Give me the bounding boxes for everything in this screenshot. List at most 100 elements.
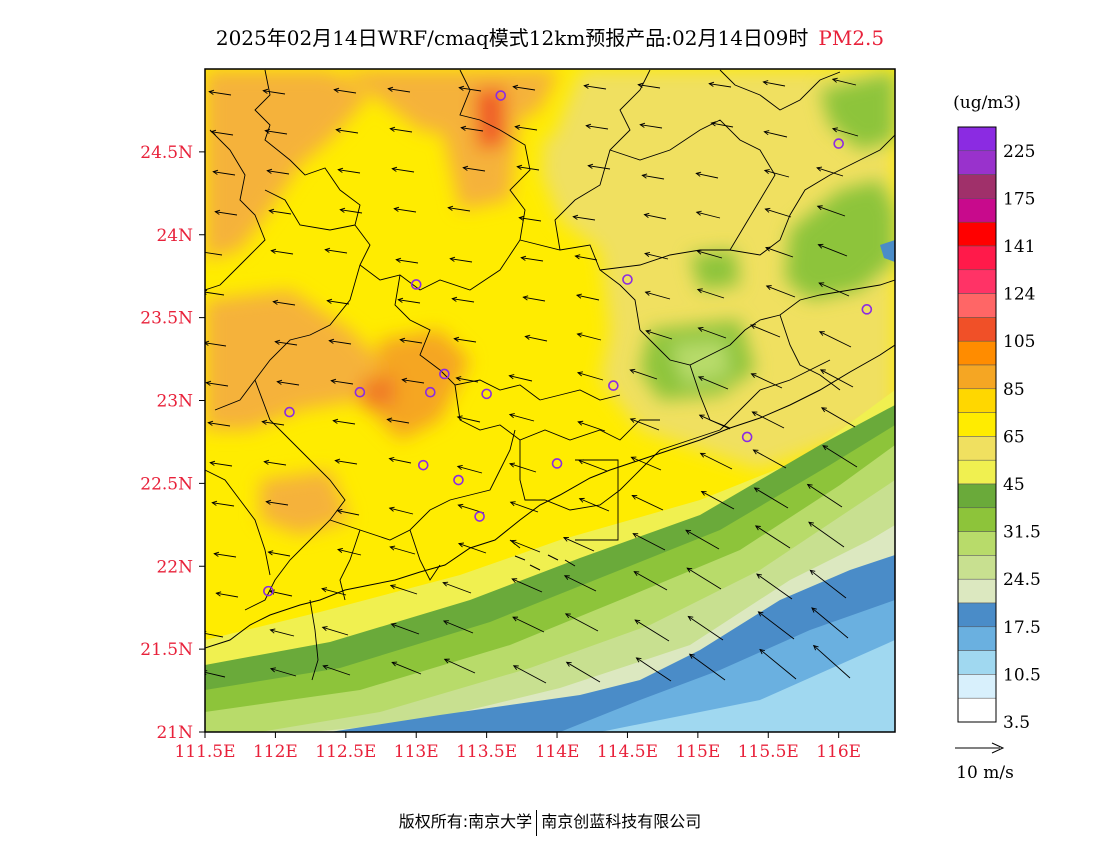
wind-arrow bbox=[756, 573, 793, 600]
wind-arrow bbox=[629, 368, 658, 380]
wind-arrow bbox=[643, 212, 667, 220]
wind-arrow bbox=[207, 420, 231, 427]
wind-arrow bbox=[644, 251, 669, 260]
wind-arrow bbox=[574, 254, 598, 261]
lon-tick-label: 115E bbox=[675, 742, 720, 762]
wind-arrow bbox=[822, 445, 858, 468]
wind-arrow bbox=[751, 411, 785, 429]
wind-arrow bbox=[572, 214, 596, 221]
legend-label: 24.5 bbox=[1003, 570, 1041, 590]
wind-arrow bbox=[387, 86, 411, 93]
wind-arrow bbox=[695, 171, 719, 179]
title-main: 2025年02月14日WRF/cmaq模式12km预报产品:02月14日09时 bbox=[215, 26, 809, 50]
wind-arrow bbox=[696, 249, 723, 259]
wind-arrow bbox=[270, 248, 294, 255]
wind-arrow bbox=[462, 165, 486, 172]
wind-arrow bbox=[808, 521, 845, 548]
wind-arrow bbox=[328, 338, 352, 345]
wind-arrow bbox=[762, 80, 786, 87]
footer-left: 版权所有:南京大学 bbox=[398, 812, 533, 831]
wind-arrow bbox=[330, 378, 354, 385]
wind-arrow bbox=[512, 665, 547, 684]
wind-arrow bbox=[215, 591, 239, 598]
station-marker bbox=[425, 386, 436, 398]
wind-arrow bbox=[576, 371, 604, 381]
wind-arrow bbox=[456, 415, 481, 423]
wind-arrow bbox=[816, 205, 846, 217]
wind-arrow bbox=[456, 465, 483, 474]
wind-arrow bbox=[641, 173, 665, 180]
wind-arrow bbox=[696, 288, 725, 299]
wind-arrow bbox=[334, 458, 358, 465]
wind-arrow bbox=[629, 418, 660, 431]
legend-swatch bbox=[957, 555, 997, 580]
wind-arrow bbox=[575, 293, 600, 301]
map-title: 2025年02月14日WRF/cmaq模式12km预报产品:02月14日09时 P… bbox=[0, 22, 1100, 51]
legend-swatch bbox=[957, 317, 997, 342]
footer-separator bbox=[536, 809, 538, 836]
wind-arrow bbox=[211, 500, 235, 507]
legend-swatch bbox=[957, 531, 997, 556]
wind-arrow bbox=[639, 122, 663, 129]
wind-arrow bbox=[388, 456, 412, 464]
legend-swatch bbox=[957, 245, 997, 271]
wind-arrow bbox=[577, 459, 608, 472]
wind-arrow bbox=[205, 340, 227, 347]
legend-label: 17.5 bbox=[1003, 618, 1041, 638]
wind-arrow bbox=[386, 417, 410, 424]
wind-arrow bbox=[697, 327, 727, 339]
legend-label: 65 bbox=[1003, 427, 1025, 447]
wind-arrow bbox=[322, 664, 351, 676]
wind-arrow bbox=[205, 380, 229, 387]
legend-swatch bbox=[957, 269, 997, 294]
wind-arrow bbox=[442, 581, 472, 594]
wind-arrow bbox=[634, 619, 670, 642]
wind-arrow bbox=[335, 127, 359, 134]
wind-arrow bbox=[587, 163, 611, 170]
legend-label: 3.5 bbox=[1003, 713, 1030, 733]
station-marker bbox=[608, 380, 619, 391]
wind-arrow bbox=[272, 299, 296, 306]
legend-swatch bbox=[957, 436, 997, 461]
wind-scale-label: 10 m/s bbox=[956, 763, 1014, 783]
lon-tick-label: 112E bbox=[253, 742, 298, 762]
wind-arrow bbox=[264, 128, 288, 135]
lat-tick-label: 22N bbox=[156, 557, 193, 577]
wind-arrow bbox=[817, 243, 848, 257]
lon-tick-label: 111.5E bbox=[174, 742, 235, 762]
legend-swatch bbox=[957, 650, 997, 675]
wind-arrow bbox=[820, 407, 856, 428]
wind-arrow bbox=[645, 329, 673, 340]
wind-arrow bbox=[337, 547, 362, 556]
colorbar-legend: (ug/m3) 225 175 141 124 105 85 65 45 31.5 24.5 17.… bbox=[953, 93, 1041, 733]
wind-arrow bbox=[562, 536, 595, 552]
wind-arrow bbox=[401, 377, 425, 384]
wind-arrow bbox=[453, 336, 477, 343]
station-marker bbox=[622, 274, 633, 285]
station-marker bbox=[833, 138, 844, 149]
wind-arrow bbox=[209, 460, 233, 467]
legend-swatch bbox=[957, 412, 997, 437]
legend-swatch bbox=[957, 150, 997, 175]
wind-arrow bbox=[443, 658, 476, 674]
title-species: PM2.5 bbox=[818, 26, 885, 50]
legend-swatch bbox=[957, 364, 997, 390]
lon-tick-label: 116E bbox=[816, 742, 861, 762]
lon-tick-label: 114.5E bbox=[597, 742, 658, 762]
station-marker bbox=[284, 406, 295, 418]
legend-unit: (ug/m3) bbox=[953, 93, 1021, 113]
wind-arrow bbox=[757, 611, 795, 640]
wind-arrow bbox=[508, 374, 533, 382]
wind-arrow bbox=[395, 257, 419, 264]
wind-arrow bbox=[262, 88, 286, 95]
legend-label: 105 bbox=[1003, 332, 1035, 352]
station-marker bbox=[439, 368, 450, 380]
wind-arrow bbox=[208, 89, 232, 96]
legend-swatch bbox=[957, 578, 997, 604]
wind-arrow bbox=[754, 525, 791, 549]
wind-arrow bbox=[686, 567, 722, 590]
concentration-field bbox=[205, 69, 895, 732]
station-markers bbox=[263, 90, 873, 597]
wind-arrow bbox=[577, 420, 606, 432]
